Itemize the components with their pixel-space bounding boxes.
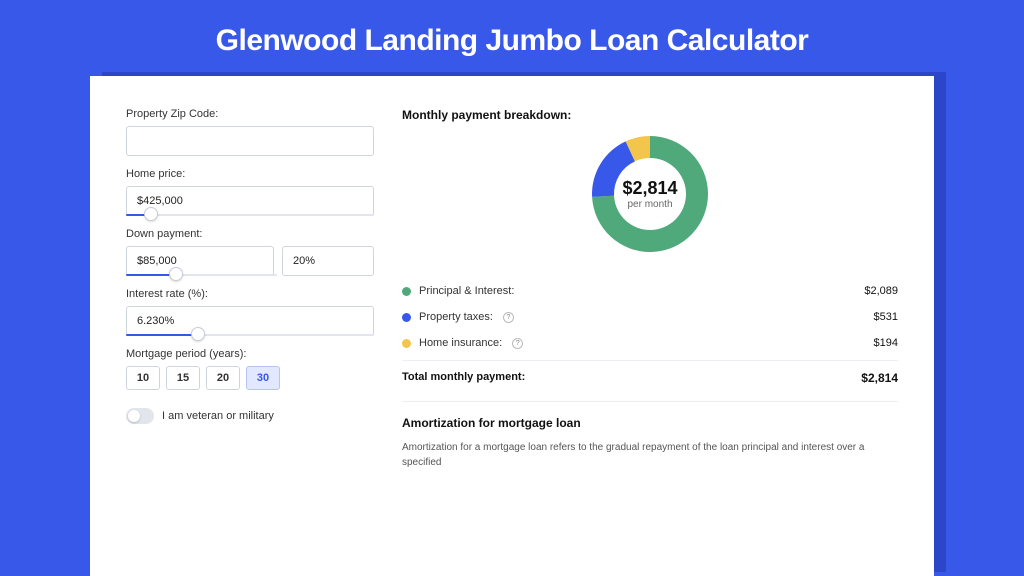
- mortgage-period-label: Mortgage period (years):: [126, 348, 374, 360]
- slider-thumb[interactable]: [169, 267, 183, 281]
- total-value: $2,814: [861, 371, 898, 385]
- legend-value: $531: [874, 311, 898, 323]
- mortgage-period-options: 10 15 20 30: [126, 366, 374, 390]
- veteran-toggle[interactable]: [126, 408, 154, 424]
- down-payment-pct-input[interactable]: [282, 246, 374, 276]
- donut-amount: $2,814: [622, 178, 677, 199]
- period-btn-20[interactable]: 20: [206, 366, 240, 390]
- calculator-card: Property Zip Code: Home price: Down paym…: [90, 76, 934, 576]
- home-price-slider[interactable]: [126, 214, 374, 216]
- interest-rate-label: Interest rate (%):: [126, 288, 374, 300]
- period-btn-15[interactable]: 15: [166, 366, 200, 390]
- donut-chart: $2,814 per month: [402, 134, 898, 254]
- interest-rate-slider[interactable]: [126, 334, 374, 336]
- veteran-label: I am veteran or military: [162, 410, 274, 422]
- slider-thumb[interactable]: [144, 207, 158, 221]
- legend-dot: [402, 339, 411, 348]
- legend-item-principal: Principal & Interest: $2,089: [402, 278, 898, 304]
- period-btn-10[interactable]: 10: [126, 366, 160, 390]
- info-icon[interactable]: ?: [503, 312, 514, 323]
- slider-thumb[interactable]: [191, 327, 205, 341]
- zip-input[interactable]: [126, 126, 374, 156]
- legend-label: Principal & Interest:: [419, 285, 514, 297]
- legend-label: Home insurance:: [419, 337, 502, 349]
- toggle-knob: [128, 410, 140, 422]
- down-payment-slider[interactable]: [126, 274, 277, 276]
- amortization-text: Amortization for a mortgage loan refers …: [402, 440, 898, 470]
- breakdown-title: Monthly payment breakdown:: [402, 108, 898, 122]
- legend-item-insurance: Home insurance: ? $194: [402, 330, 898, 356]
- total-label: Total monthly payment:: [402, 371, 525, 385]
- page-title: Glenwood Landing Jumbo Loan Calculator: [0, 0, 1024, 76]
- amortization-title: Amortization for mortgage loan: [402, 416, 898, 430]
- down-payment-amount-input[interactable]: [126, 246, 274, 276]
- legend-label: Property taxes:: [419, 311, 493, 323]
- legend-value: $194: [874, 337, 898, 349]
- period-btn-30[interactable]: 30: [246, 366, 280, 390]
- info-icon[interactable]: ?: [512, 338, 523, 349]
- amortization-section: Amortization for mortgage loan Amortizat…: [402, 401, 898, 470]
- zip-label: Property Zip Code:: [126, 108, 374, 120]
- legend-value: $2,089: [864, 285, 898, 297]
- donut-sub: per month: [622, 199, 677, 210]
- inputs-panel: Property Zip Code: Home price: Down paym…: [126, 108, 374, 576]
- down-payment-label: Down payment:: [126, 228, 374, 240]
- results-panel: Monthly payment breakdown: $2,814 per mo…: [402, 108, 898, 576]
- legend-dot: [402, 313, 411, 322]
- legend: Principal & Interest: $2,089 Property ta…: [402, 278, 898, 356]
- total-row: Total monthly payment: $2,814: [402, 360, 898, 401]
- home-price-input[interactable]: [126, 186, 374, 216]
- legend-dot: [402, 287, 411, 296]
- legend-item-taxes: Property taxes: ? $531: [402, 304, 898, 330]
- interest-rate-input[interactable]: [126, 306, 374, 336]
- home-price-label: Home price:: [126, 168, 374, 180]
